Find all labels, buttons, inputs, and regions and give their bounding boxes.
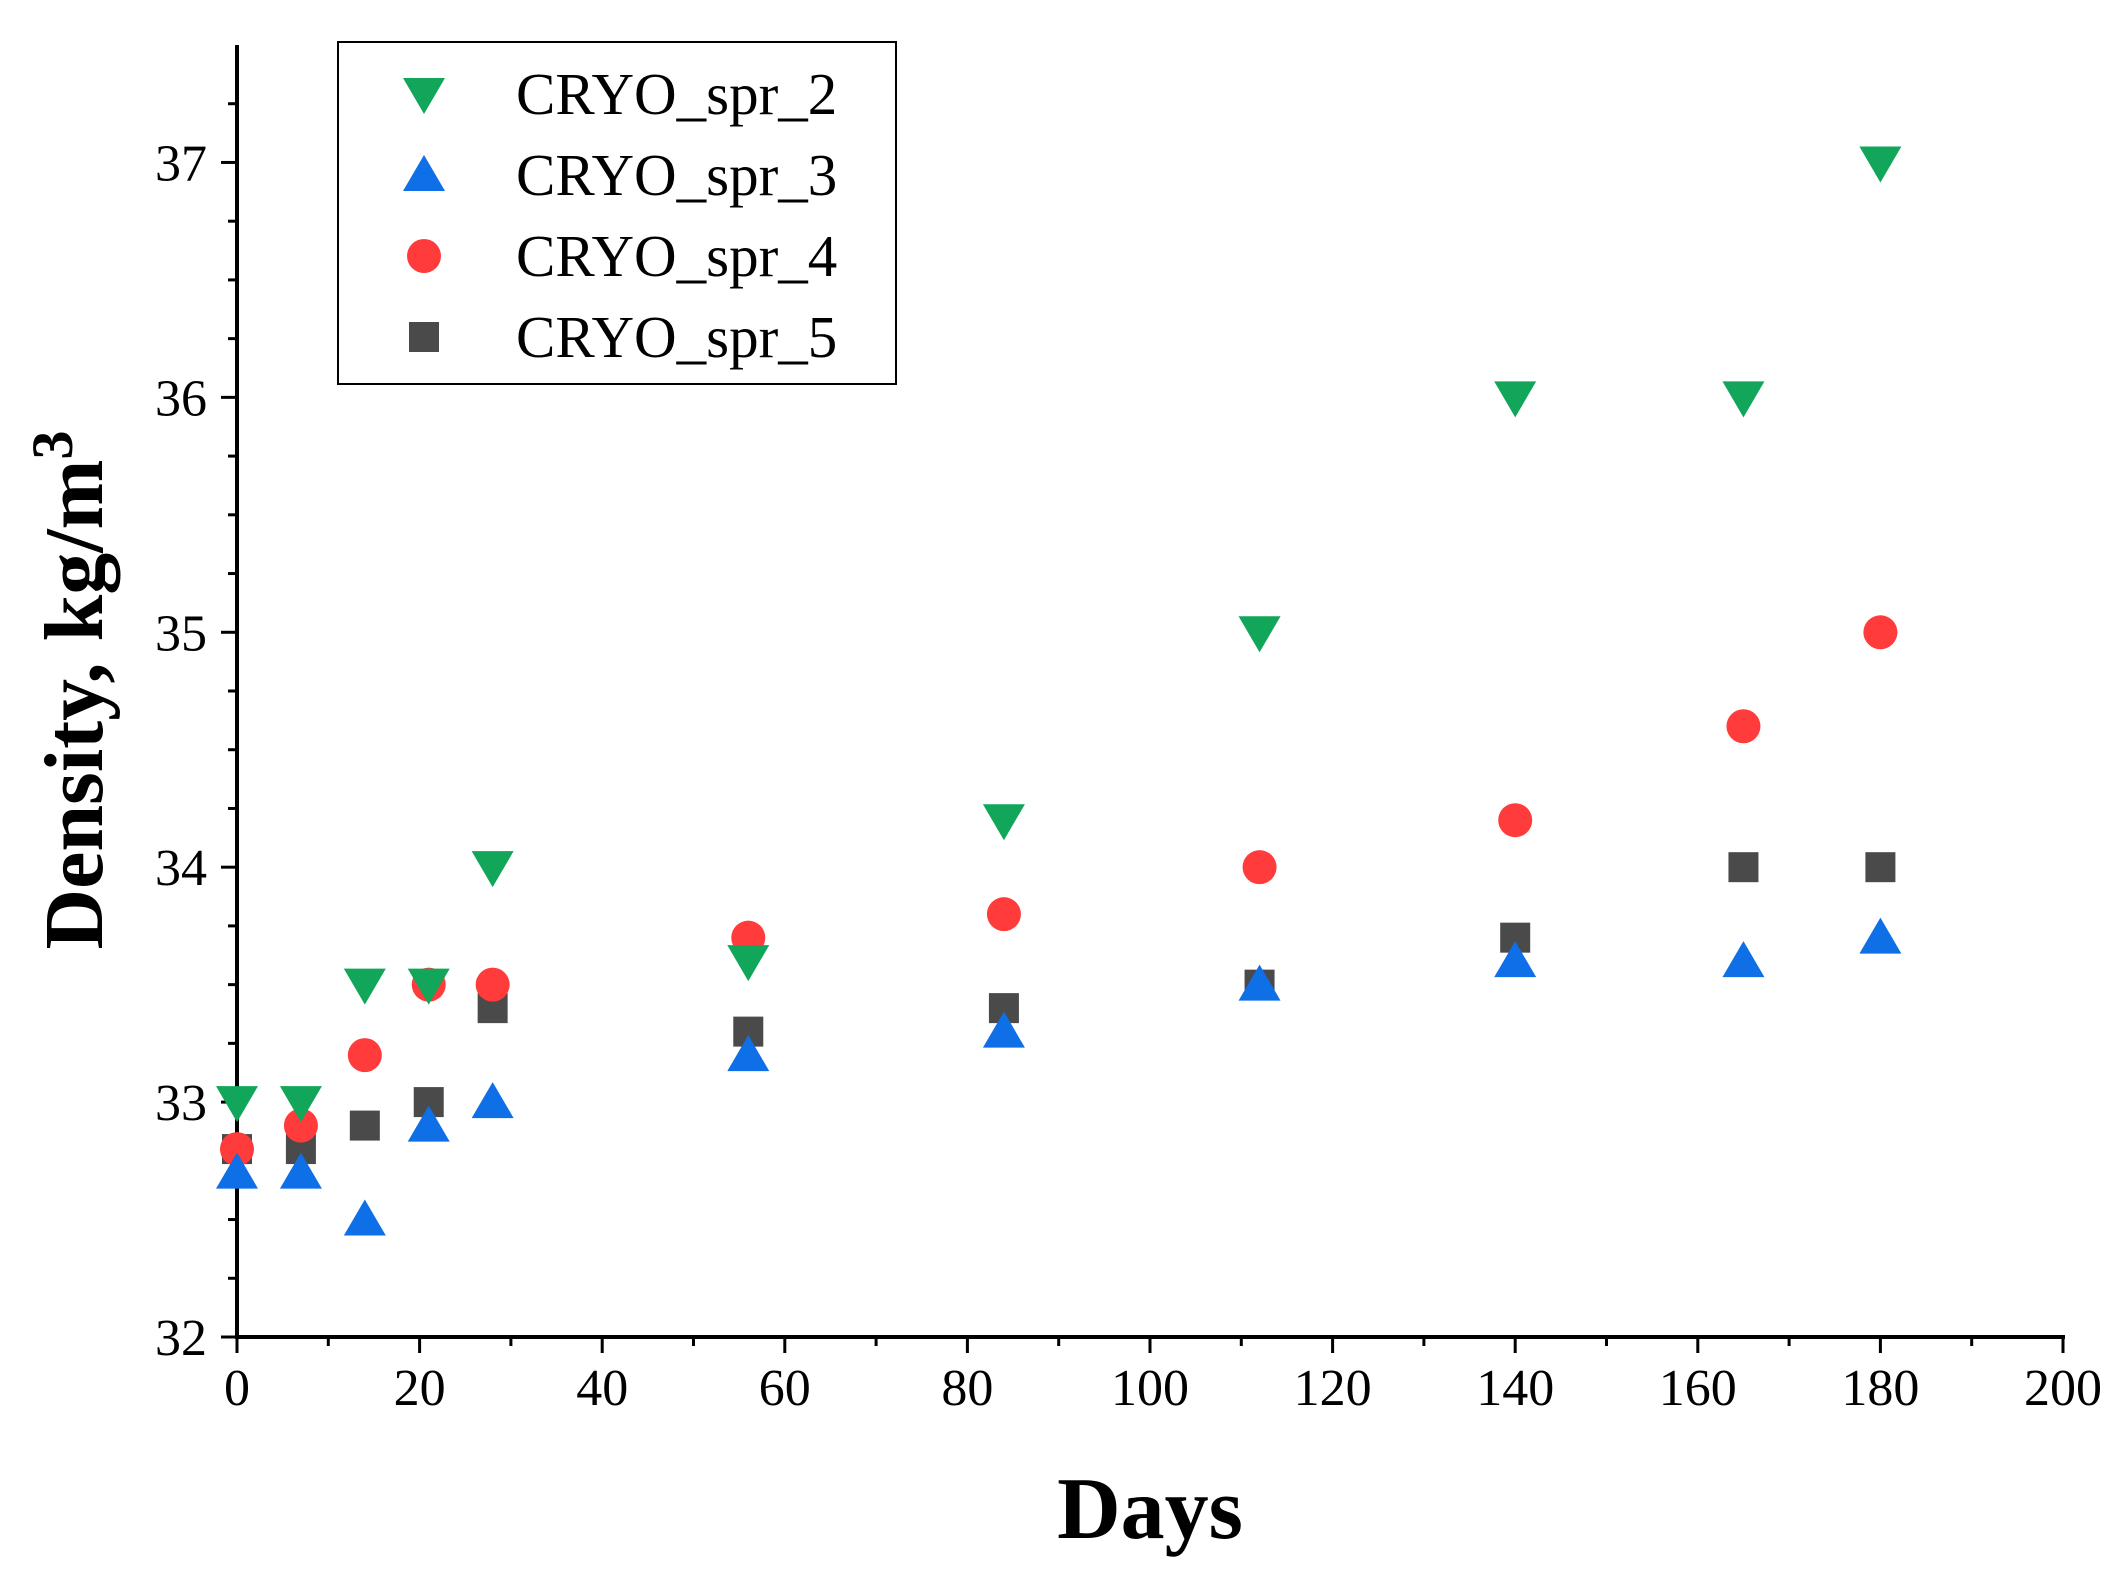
data-point	[727, 1035, 770, 1072]
y-tick-label: 33	[155, 1075, 207, 1132]
data-point	[982, 804, 1025, 841]
data-point	[986, 897, 1021, 932]
legend-marker	[409, 322, 439, 352]
data-point	[1498, 803, 1533, 838]
data-point	[220, 1132, 254, 1167]
data-point	[1863, 615, 1898, 650]
x-tick-label: 60	[759, 1360, 811, 1417]
data-point	[475, 967, 510, 1002]
x-tick-label: 200	[2024, 1360, 2102, 1417]
legend-label: CRYO_spr_5	[516, 304, 837, 370]
y-tick-label: 35	[155, 605, 207, 662]
data-point	[727, 945, 770, 982]
y-tick-label: 36	[155, 370, 207, 427]
data-point	[1238, 616, 1281, 653]
data-point	[1242, 850, 1277, 885]
data-point	[1238, 964, 1281, 1001]
data-point	[471, 851, 514, 888]
axes: 0 20 40 60 80 100 120 140 160 180 200 32 33 34 35 36 37	[155, 45, 2102, 1417]
x-tick-label: 160	[1659, 1360, 1737, 1417]
legend-label: CRYO_spr_3	[516, 142, 837, 208]
data-point	[1859, 146, 1902, 183]
x-tick-label: 180	[1841, 1360, 1919, 1417]
x-tick-label: 80	[941, 1360, 993, 1417]
series-CRYO_spr_4	[220, 615, 1898, 1167]
data-point	[1722, 381, 1765, 418]
data-point	[279, 1152, 322, 1189]
data-point	[1859, 917, 1902, 954]
legend-label: CRYO_spr_2	[516, 61, 837, 127]
x-tick-label: 0	[224, 1360, 250, 1417]
data-point	[1494, 381, 1537, 418]
data-point	[216, 1086, 258, 1123]
data-point	[1865, 852, 1896, 883]
y-axis-title-text: Density, kg/m	[28, 459, 121, 949]
x-tick-label: 20	[394, 1360, 446, 1417]
data-point	[347, 1038, 382, 1073]
x-tick-label: 100	[1111, 1360, 1189, 1417]
legend-label: CRYO_spr_4	[516, 223, 837, 289]
legend-marker	[403, 155, 445, 191]
data-point	[982, 1011, 1025, 1048]
data-point	[279, 1086, 322, 1123]
data-point	[343, 968, 386, 1005]
series-CRYO_spr_2	[216, 146, 1902, 1123]
legend-marker	[407, 239, 441, 273]
data-point	[349, 1110, 380, 1141]
data-point	[1728, 852, 1759, 883]
legend: CRYO_spr_2 CRYO_spr_3 CRYO_spr_4 CRYO_spr_5	[337, 41, 897, 385]
x-tick-label: 120	[1294, 1360, 1372, 1417]
y-tick-label: 37	[155, 135, 207, 192]
y-axis-title-superscript: 3	[20, 430, 85, 459]
data-point	[407, 968, 450, 1005]
series-CRYO_spr_3	[216, 917, 1902, 1236]
data-point	[343, 1199, 386, 1236]
y-axis-title: Density, kg/m3	[20, 430, 121, 949]
data-point	[407, 1105, 450, 1142]
x-axis-title: Days	[1057, 1461, 1243, 1558]
y-tick-label: 34	[155, 840, 207, 897]
data-point	[471, 1082, 514, 1119]
data-point	[283, 1108, 318, 1143]
data-point	[1726, 709, 1761, 744]
plot-series	[216, 146, 1902, 1236]
data-point	[216, 1152, 258, 1189]
data-point	[1494, 941, 1537, 978]
data-point	[1722, 941, 1765, 978]
y-tick-label: 32	[155, 1310, 207, 1367]
legend-marker	[403, 78, 445, 114]
x-tick-label: 140	[1476, 1360, 1554, 1417]
x-tick-label: 40	[576, 1360, 628, 1417]
